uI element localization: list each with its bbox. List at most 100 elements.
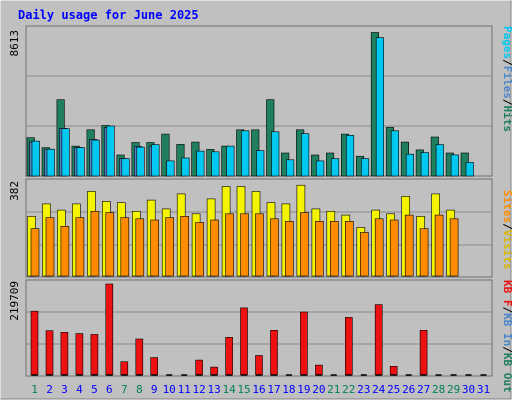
day-label: 21 (327, 383, 340, 396)
kb-f-bar (344, 317, 353, 376)
day-label: 31 (477, 383, 490, 396)
visits-bars (27, 184, 459, 277)
kb-f-bar (255, 355, 263, 376)
legend-pages: Pages (501, 26, 512, 59)
sites-bar (30, 228, 40, 277)
kb-f-bar (150, 357, 158, 376)
day-label: 19 (297, 383, 310, 396)
pages-bar (465, 162, 474, 177)
pages-bar (286, 159, 295, 177)
sites-bar (210, 219, 219, 277)
sites-bar (285, 221, 294, 277)
pages-bar (196, 150, 205, 177)
pages-bar (166, 160, 175, 177)
day-label: 17 (267, 383, 280, 396)
pages-bar (61, 128, 70, 177)
legend-files: Files (501, 66, 512, 99)
day-label: 11 (178, 383, 191, 396)
day-label: 6 (106, 383, 113, 396)
kb-f-bar (30, 310, 39, 376)
legend-visits: Visits (501, 230, 512, 270)
day-label: 23 (357, 383, 370, 396)
day-label: 30 (462, 383, 475, 396)
sites-bar (120, 217, 130, 277)
day-label: 13 (207, 383, 220, 396)
pages-bar (46, 148, 55, 177)
sites-bar (359, 232, 369, 277)
kbytes-bars (30, 283, 487, 376)
sites-bar (90, 211, 100, 277)
pages-bar (345, 135, 355, 177)
sites-bar (344, 221, 354, 277)
day-label: 20 (312, 383, 325, 396)
legend-hits-files-pages: Pages/Files/Hits (501, 26, 512, 132)
sites-bar (150, 219, 159, 277)
sites-bar (195, 222, 204, 277)
sites-bar (165, 217, 174, 277)
kb-f-bar (105, 283, 114, 376)
pages-bar (450, 154, 459, 177)
pages-bar (435, 144, 444, 177)
legend-sites: Sites (501, 190, 512, 223)
day-label: 1 (31, 383, 38, 396)
legend-visits-sites: Sites/Visits (501, 190, 512, 270)
day-label: 14 (222, 383, 236, 396)
kb-f-bar (225, 336, 233, 376)
legend-hits: Hits (501, 106, 512, 133)
pages-bar (390, 130, 400, 177)
sites-bar (135, 218, 145, 277)
sites-bar (449, 218, 459, 277)
sites-bar (329, 221, 339, 277)
day-label: 27 (417, 383, 430, 396)
sites-bar (240, 213, 249, 277)
day-label: 10 (163, 383, 176, 396)
day-label: 24 (372, 383, 386, 396)
kb-f-bar (374, 304, 383, 376)
day-label: 2 (46, 383, 53, 396)
kb-f-bar (60, 331, 69, 376)
day-label: 9 (151, 383, 158, 396)
kb-f-bar (315, 364, 323, 376)
sites-bar (419, 228, 429, 277)
day-label: 25 (387, 383, 400, 396)
kb-f-bar (75, 333, 84, 376)
kb-f-bar (240, 307, 248, 376)
sites-bar (45, 217, 55, 277)
pages-bar (106, 125, 115, 177)
pages-bar (405, 153, 415, 177)
hits-bars (26, 32, 474, 177)
pages-bar (241, 130, 250, 177)
kbytes-ymax-label: 219709 (8, 281, 21, 321)
pages-bar (360, 158, 370, 177)
day-label: 3 (61, 383, 68, 396)
pages-bar (256, 150, 265, 177)
kb-f-bar (45, 330, 54, 376)
kb-f-bar (120, 361, 129, 376)
kb-f-bar (135, 338, 144, 376)
pages-bar (151, 144, 160, 177)
sites-bar (374, 218, 384, 277)
day-label: 28 (432, 383, 445, 396)
kb-f-bar (195, 359, 203, 376)
day-label: 8 (136, 383, 143, 396)
pages-bar (121, 158, 130, 177)
kb-f-bar (419, 329, 428, 376)
sites-bar (300, 212, 309, 277)
pages-bar (31, 140, 40, 177)
sites-bar (225, 213, 234, 277)
kb-f-bar (90, 334, 99, 376)
pages-bar (211, 151, 220, 177)
visits-ymax-label: 382 (8, 181, 21, 201)
pages-bar (91, 139, 100, 177)
day-label: 12 (192, 383, 205, 396)
sites-bar (180, 216, 189, 277)
pages-bar (316, 160, 325, 177)
day-label: 26 (402, 383, 415, 396)
day-label: 16 (252, 383, 265, 396)
sites-bar (434, 214, 444, 277)
pages-bar (226, 145, 235, 177)
day-label: 5 (91, 383, 98, 396)
sites-bar (389, 219, 399, 277)
sites-bar (255, 213, 264, 277)
hits-ymax-label: 8613 (8, 30, 21, 57)
